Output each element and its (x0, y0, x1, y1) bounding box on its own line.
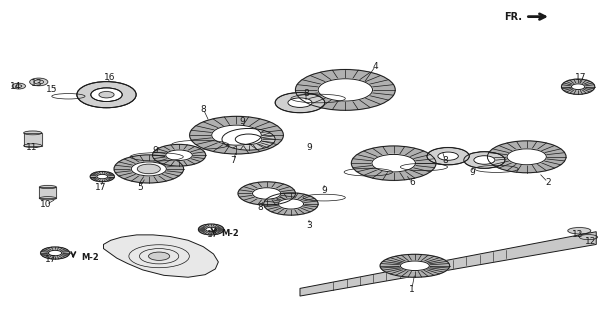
Text: 17: 17 (207, 230, 218, 239)
Ellipse shape (568, 228, 591, 234)
Ellipse shape (30, 78, 48, 86)
Ellipse shape (91, 88, 122, 101)
Ellipse shape (380, 254, 450, 277)
Ellipse shape (148, 252, 170, 260)
Ellipse shape (401, 261, 430, 270)
Ellipse shape (278, 199, 304, 209)
Polygon shape (300, 232, 596, 296)
Bar (24, 133, 42, 146)
Ellipse shape (153, 144, 205, 166)
Ellipse shape (114, 155, 184, 183)
Text: M-2: M-2 (82, 253, 99, 262)
Ellipse shape (24, 131, 42, 135)
Ellipse shape (571, 84, 585, 90)
Text: 9: 9 (239, 117, 245, 126)
Ellipse shape (222, 128, 275, 150)
Text: 10: 10 (40, 200, 52, 209)
Ellipse shape (275, 92, 325, 113)
Ellipse shape (372, 155, 416, 172)
Ellipse shape (438, 152, 458, 160)
Ellipse shape (562, 79, 594, 94)
Text: 17: 17 (95, 183, 106, 192)
Ellipse shape (90, 172, 115, 182)
Ellipse shape (235, 134, 262, 145)
Polygon shape (104, 235, 218, 277)
Text: 16: 16 (104, 73, 115, 82)
Text: 4: 4 (373, 61, 378, 70)
Ellipse shape (464, 152, 505, 168)
Bar (39, 187, 56, 198)
Ellipse shape (238, 182, 296, 205)
Ellipse shape (427, 148, 469, 165)
Ellipse shape (296, 69, 395, 110)
Text: FR.: FR. (504, 12, 522, 22)
Ellipse shape (264, 193, 318, 215)
Ellipse shape (138, 164, 161, 174)
Ellipse shape (132, 162, 167, 176)
Text: 12: 12 (585, 237, 596, 246)
Text: 15: 15 (46, 85, 58, 94)
Text: 2: 2 (545, 178, 551, 187)
Text: 12: 12 (573, 230, 584, 239)
Ellipse shape (39, 197, 56, 200)
Ellipse shape (99, 92, 114, 98)
Ellipse shape (190, 116, 284, 154)
Ellipse shape (12, 83, 25, 89)
Bar (24, 133, 42, 146)
Ellipse shape (275, 92, 325, 113)
Text: 9: 9 (306, 143, 312, 152)
Ellipse shape (507, 149, 547, 165)
Ellipse shape (205, 227, 216, 232)
Ellipse shape (77, 82, 136, 108)
Ellipse shape (474, 156, 495, 164)
Bar (39, 187, 56, 198)
Ellipse shape (198, 224, 224, 235)
Text: 1: 1 (409, 284, 415, 293)
Text: 9: 9 (470, 168, 475, 177)
Text: 6: 6 (409, 178, 415, 187)
Ellipse shape (487, 141, 566, 173)
Ellipse shape (288, 98, 312, 108)
Text: 9: 9 (321, 186, 327, 195)
Ellipse shape (41, 247, 70, 259)
Text: 17: 17 (575, 73, 587, 82)
Ellipse shape (97, 174, 108, 179)
Text: 8: 8 (303, 89, 309, 98)
Ellipse shape (318, 79, 373, 101)
Ellipse shape (211, 125, 261, 145)
Text: 3: 3 (306, 221, 312, 230)
Text: 5: 5 (137, 183, 142, 192)
Ellipse shape (48, 250, 62, 256)
Text: 9: 9 (152, 146, 158, 155)
Ellipse shape (253, 188, 281, 199)
Ellipse shape (351, 146, 436, 180)
Text: 14: 14 (10, 82, 21, 91)
Text: 8: 8 (201, 105, 206, 114)
Ellipse shape (39, 186, 56, 189)
Ellipse shape (464, 152, 505, 168)
Text: 8: 8 (258, 203, 264, 212)
Ellipse shape (427, 148, 469, 165)
Text: 11: 11 (27, 143, 38, 152)
Text: 8: 8 (442, 156, 448, 164)
Ellipse shape (579, 235, 598, 240)
Ellipse shape (166, 150, 192, 160)
Text: 7: 7 (231, 156, 236, 164)
Text: 13: 13 (32, 79, 42, 88)
Text: M-2: M-2 (221, 229, 239, 238)
Text: 17: 17 (45, 255, 56, 264)
